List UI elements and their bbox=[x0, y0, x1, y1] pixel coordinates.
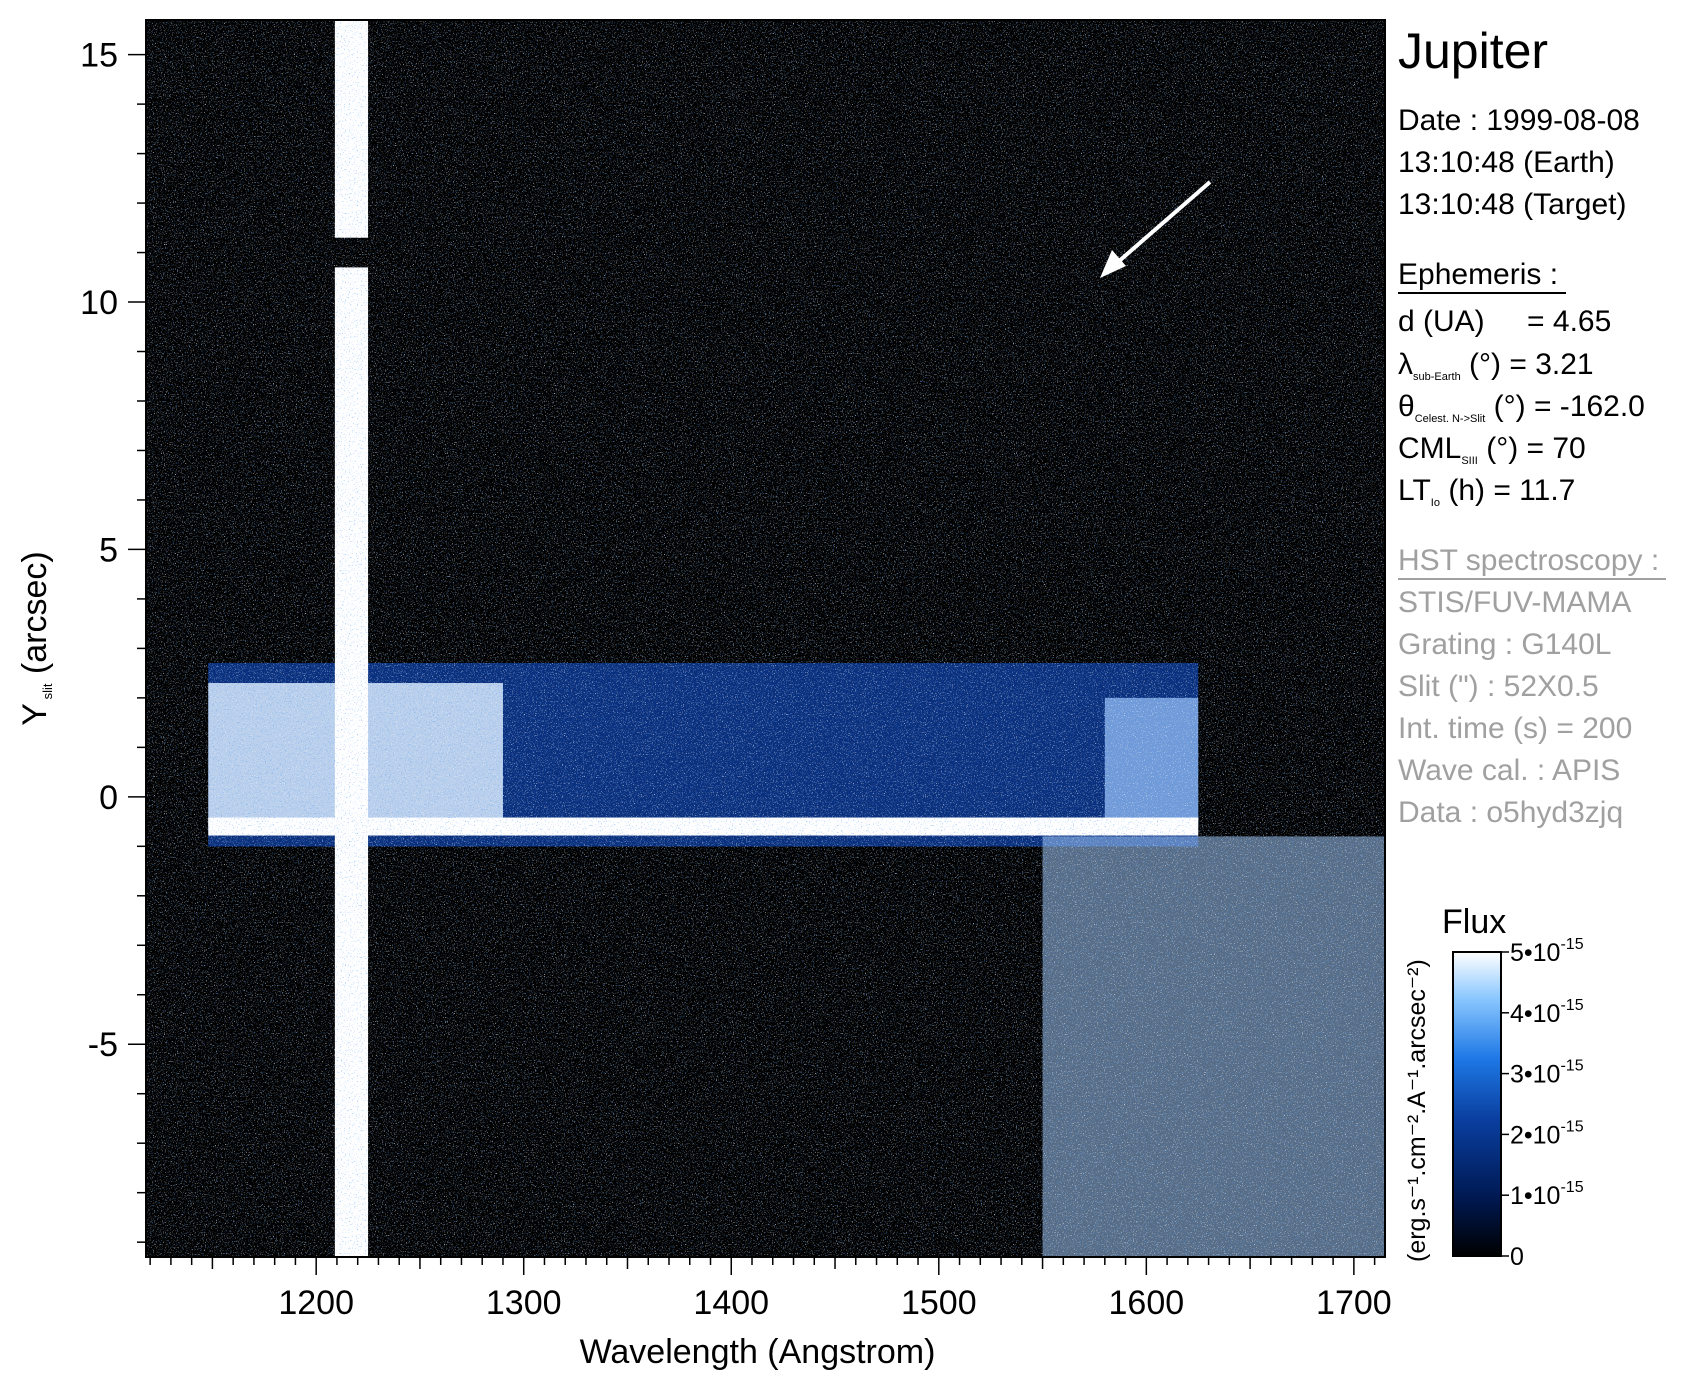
ephem-lt-symbol: LT bbox=[1398, 474, 1431, 507]
x-tick-label: 1200 bbox=[278, 1284, 354, 1322]
colorbar: Flux (erg.s⁻¹.cm⁻².A⁻¹.arcsec⁻²) 0 1•10-1… bbox=[1403, 903, 1584, 1271]
date-text: Date : 1999-08-08 bbox=[1398, 104, 1640, 137]
slit-text: Slit (") : 52X0.5 bbox=[1398, 670, 1599, 703]
time-earth-text: 13:10:48 (Earth) bbox=[1398, 146, 1615, 179]
speckle-noise-white bbox=[146, 20, 1385, 1257]
instrument-text: STIS/FUV-MAMA bbox=[1398, 586, 1632, 619]
colorbar-tick-label: 3•10-15 bbox=[1510, 1058, 1584, 1089]
ephem-lambda-value: (°) = 3.21 bbox=[1469, 348, 1594, 381]
ephemeris-header: Ephemeris : bbox=[1398, 258, 1566, 294]
data-id-text: Data : o5hyd3zjq bbox=[1398, 796, 1624, 829]
plot-area bbox=[146, 20, 1385, 1257]
ephem-lt: LTIo (h) = 11.7 bbox=[1398, 474, 1576, 509]
ephem-theta-value: (°) = -162.0 bbox=[1493, 390, 1645, 423]
x-tick-label: 1600 bbox=[1109, 1284, 1185, 1322]
ephem-theta-symbol: θ bbox=[1398, 390, 1415, 423]
ephem-cml-sub: SIII bbox=[1461, 455, 1478, 467]
ephem-theta: θCelest. N->Slit (°) = -162.0 bbox=[1398, 390, 1645, 425]
colorbar-unit-label: (erg.s⁻¹.cm⁻².A⁻¹.arcsec⁻²) bbox=[1403, 959, 1431, 1262]
hst-header: HST spectroscopy : bbox=[1398, 544, 1666, 580]
x-tick-label: 1300 bbox=[486, 1284, 562, 1322]
x-tick-label: 1400 bbox=[693, 1284, 769, 1322]
ephem-cml-value: (°) = 70 bbox=[1486, 432, 1586, 465]
colorbar-tick-label: 5•10-15 bbox=[1510, 936, 1584, 967]
y-axis-title: Y slit (arcsec) bbox=[16, 551, 55, 725]
colorbar-tick-label: 0 bbox=[1510, 1243, 1524, 1271]
ephem-distance: d (UA) = 4.65 bbox=[1398, 305, 1611, 339]
grating-text: Grating : G140L bbox=[1398, 628, 1612, 661]
x-tick-label: 1700 bbox=[1316, 1284, 1392, 1322]
ephem-lambda: λsub-Earth (°) = 3.21 bbox=[1398, 348, 1594, 383]
arrow-icon bbox=[1100, 180, 1212, 278]
ephem-distance-label: d (UA) bbox=[1398, 305, 1485, 338]
ephem-lambda-sub: sub-Earth bbox=[1413, 371, 1461, 383]
time-target-text: 13:10:48 (Target) bbox=[1398, 188, 1627, 221]
y-tick-label: 10 bbox=[80, 284, 118, 322]
y-tick-label: -5 bbox=[88, 1026, 118, 1064]
colorbar-gradient bbox=[1452, 951, 1502, 1257]
ephem-lt-value: (h) = 11.7 bbox=[1448, 474, 1576, 507]
plot-frame bbox=[145, 19, 1386, 1258]
info-panel: Jupiter Date : 1999-08-08 13:10:48 (Eart… bbox=[1398, 0, 1683, 1385]
colorbar-tick-label: 2•10-15 bbox=[1510, 1118, 1584, 1149]
colorbar-tick-label: 1•10-15 bbox=[1510, 1179, 1584, 1210]
x-tick-label: 1500 bbox=[901, 1284, 977, 1322]
ephem-theta-sub: Celest. N->Slit bbox=[1414, 413, 1486, 425]
y-tick-label: 0 bbox=[99, 779, 118, 817]
x-axis-title: Wavelength (Angstrom) bbox=[580, 1333, 936, 1371]
ephem-cml-symbol: CML bbox=[1398, 432, 1462, 465]
ephem-cml: CMLSIII (°) = 70 bbox=[1398, 432, 1586, 467]
ephem-lt-sub: Io bbox=[1430, 497, 1440, 509]
ephem-distance-value: = 4.65 bbox=[1527, 305, 1612, 338]
y-tick-label: 15 bbox=[80, 37, 118, 75]
colorbar-title: Flux bbox=[1442, 903, 1506, 941]
ephem-lambda-symbol: λ bbox=[1398, 348, 1413, 381]
colorbar-tick-label: 4•10-15 bbox=[1510, 997, 1584, 1028]
target-title: Jupiter bbox=[1398, 23, 1549, 79]
wave-cal-text: Wave cal. : APIS bbox=[1398, 754, 1621, 787]
int-time-text: Int. time (s) = 200 bbox=[1398, 712, 1633, 745]
y-tick-label: 5 bbox=[99, 531, 118, 569]
